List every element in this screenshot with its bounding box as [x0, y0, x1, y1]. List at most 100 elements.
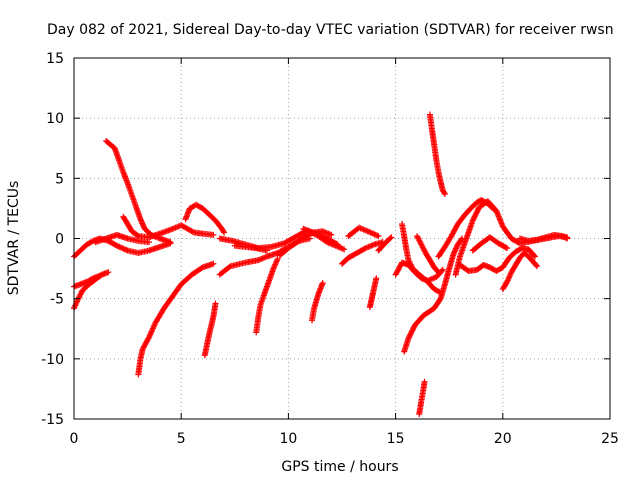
data-point: [96, 272, 103, 279]
series-arc-t: [375, 234, 395, 254]
data-point: [139, 220, 146, 227]
y-tick-label: -15: [41, 412, 64, 428]
data-point: [167, 239, 174, 246]
data-point: [439, 266, 446, 273]
data-point: [105, 269, 112, 276]
data-point: [408, 328, 415, 335]
series-arc-af: [469, 234, 511, 254]
y-tick-label: 15: [46, 51, 64, 67]
data-point: [367, 229, 374, 236]
data-point: [115, 243, 122, 250]
data-point: [450, 251, 457, 258]
series-arc-m: [231, 242, 270, 254]
data-point: [502, 244, 509, 251]
data-point: [210, 231, 217, 238]
data-point: [270, 265, 277, 272]
data-point: [469, 217, 476, 224]
data-point: [120, 245, 127, 252]
series-arc-n: [308, 280, 326, 324]
data-point: [134, 232, 141, 239]
data-point: [271, 264, 278, 271]
data-point: [274, 257, 281, 264]
series-arc-ac: [456, 245, 538, 274]
series-arc-e: [120, 213, 217, 241]
series-arc-d: [103, 138, 174, 246]
data-point: [387, 235, 394, 242]
data-point: [123, 246, 130, 253]
data-point: [121, 246, 128, 253]
data-point: [436, 296, 443, 303]
data-point: [372, 231, 379, 238]
data-point: [452, 247, 459, 254]
x-tick-label: 10: [279, 431, 297, 447]
data-point: [505, 274, 512, 281]
data-point: [212, 300, 219, 307]
data-point: [210, 260, 217, 267]
data-point: [421, 378, 428, 385]
data-point: [406, 334, 413, 341]
series-arc-b: [71, 269, 112, 312]
data-point: [146, 239, 153, 246]
y-tick-label: 0: [55, 232, 64, 248]
x-tick-label: 25: [601, 431, 619, 447]
data-point: [473, 210, 479, 217]
series-arc-c: [71, 272, 103, 290]
data-point: [504, 277, 511, 284]
series-arc-ab: [452, 198, 571, 278]
series-arc-s: [366, 275, 380, 311]
series-arc-ad: [499, 249, 541, 293]
data-point: [138, 217, 145, 224]
data-point: [366, 228, 373, 235]
x-axis-label: GPS time / hours: [281, 459, 398, 475]
series-arc-f: [92, 231, 153, 246]
data-point: [470, 216, 477, 223]
data-point: [138, 218, 145, 225]
data-point: [435, 269, 442, 276]
data-point: [451, 248, 458, 255]
chart-title: Day 082 of 2021, Sidereal Day-to-day VTE…: [47, 22, 614, 38]
data-point: [226, 264, 233, 271]
data-point: [533, 262, 540, 269]
y-axis-label: SDTVAR / TECUs: [6, 181, 22, 296]
data-point: [145, 335, 152, 342]
series-arc-x: [416, 378, 428, 418]
data-point: [319, 280, 326, 287]
x-tick-label: 20: [494, 431, 512, 447]
data-point: [504, 245, 511, 252]
data-point: [341, 246, 348, 253]
series-arc-z: [414, 233, 442, 276]
data-point: [113, 242, 120, 249]
data-point: [452, 245, 459, 252]
data-point: [506, 273, 513, 280]
grid-layer: [74, 58, 610, 419]
data-point: [441, 189, 448, 196]
series-arc-a: [71, 235, 174, 260]
x-tick-labels: 0 5 10 15 20 25: [70, 431, 619, 447]
data-point: [373, 275, 380, 282]
data-point: [563, 234, 570, 241]
data-point: [74, 297, 81, 304]
y-tick-label: -10: [41, 352, 64, 368]
data-point: [140, 223, 147, 230]
y-tick-label: 10: [46, 111, 64, 127]
data-point: [137, 216, 144, 223]
x-tick-label: 15: [387, 431, 405, 447]
data-point: [274, 255, 281, 262]
data-point: [371, 231, 378, 238]
series-arc-ae: [516, 231, 571, 244]
series-arc-u: [399, 221, 444, 296]
data-point: [72, 302, 79, 309]
series-arc-r: [345, 224, 382, 240]
data-point: [474, 206, 481, 213]
data-point: [531, 252, 538, 259]
series-arc-aa: [435, 196, 498, 260]
data-point: [71, 303, 78, 310]
data-point: [328, 231, 335, 238]
data-point: [271, 262, 278, 269]
data-point: [406, 332, 413, 339]
data-point: [409, 326, 416, 333]
data-point: [434, 268, 441, 275]
data-point: [119, 245, 126, 252]
data-point: [370, 230, 377, 237]
